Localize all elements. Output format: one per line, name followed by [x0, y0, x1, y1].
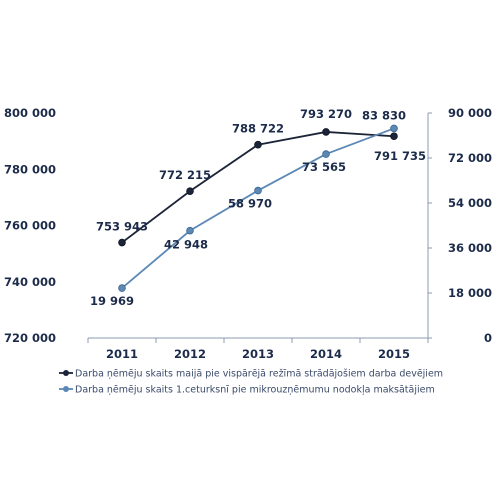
series-2-point: [186, 226, 194, 235]
right-axis-tick-label: 72 000: [448, 151, 492, 165]
series-2-point: [118, 284, 126, 292]
series-2-point: [390, 124, 398, 133]
x-axis-tick-label: 2011: [106, 347, 138, 361]
series-2-point: [254, 186, 262, 195]
x-axis-tick-label: 2012: [174, 347, 206, 361]
right-axis-tick-label: 18 000: [448, 286, 492, 300]
left-axis-tick-label: 740 000: [4, 275, 56, 289]
data-labels: 753 943 772 215 788 722 793 270 791 735 19 96…: [90, 107, 426, 308]
series-2-data-label: 42 948: [164, 238, 208, 252]
series-1-data-label: 793 270: [300, 107, 352, 121]
series-1-data-label: 791 735: [374, 149, 426, 163]
left-axis-tick-label: 760 000: [4, 219, 56, 233]
right-axis-tick-label: 0: [484, 331, 492, 345]
series-1-point: [322, 128, 330, 136]
x-axis-ticks: 2011 2012 2013 2014 2015: [106, 347, 410, 361]
series-2-data-label: 58 970: [228, 197, 272, 211]
legend-label: Darba ņēmēju skaits 1.ceturksnī pie mikr…: [75, 385, 435, 396]
left-axis-tick-label: 720 000: [4, 331, 56, 345]
series-1-data-label: 772 215: [159, 168, 211, 182]
legend: Darba ņēmēju skaits maijā pie vispārējā …: [59, 369, 443, 396]
series-2-data-label: 83 830: [362, 108, 406, 122]
series-1-data-label: 788 722: [232, 122, 284, 136]
series-1-point: [186, 187, 194, 195]
series-1-point: [118, 238, 126, 247]
legend-label: Darba ņēmēju skaits maijā pie vispārējā …: [75, 369, 443, 380]
series-2-data-label: 19 969: [90, 294, 134, 308]
chart-axes: [87, 113, 429, 343]
x-axis-tick-label: 2013: [242, 347, 274, 361]
left-axis-ticks: 720 000 740 000 760 000 780 000 800 000: [4, 106, 56, 345]
right-axis-ticks: 0 18 000 36 000 54 000 72 000 90 000: [428, 106, 492, 345]
series-1-point: [390, 132, 398, 141]
series-2-point: [322, 150, 330, 158]
series-1-point: [254, 140, 262, 149]
legend-marker-point: [63, 386, 69, 392]
right-axis-tick-label: 90 000: [448, 106, 492, 120]
x-axis-tick-label: 2015: [378, 347, 410, 361]
x-axis-tick-label: 2014: [310, 347, 342, 361]
left-axis-tick-label: 800 000: [4, 106, 56, 120]
series-2-data-label: 73 565: [302, 160, 346, 174]
right-axis-tick-label: 54 000: [448, 196, 492, 210]
series-points: [118, 124, 398, 292]
right-axis-tick-label: 36 000: [448, 241, 492, 255]
series-1-data-label: 753 943: [96, 220, 148, 234]
legend-marker-point: [63, 370, 69, 376]
left-axis-tick-label: 780 000: [4, 162, 56, 176]
